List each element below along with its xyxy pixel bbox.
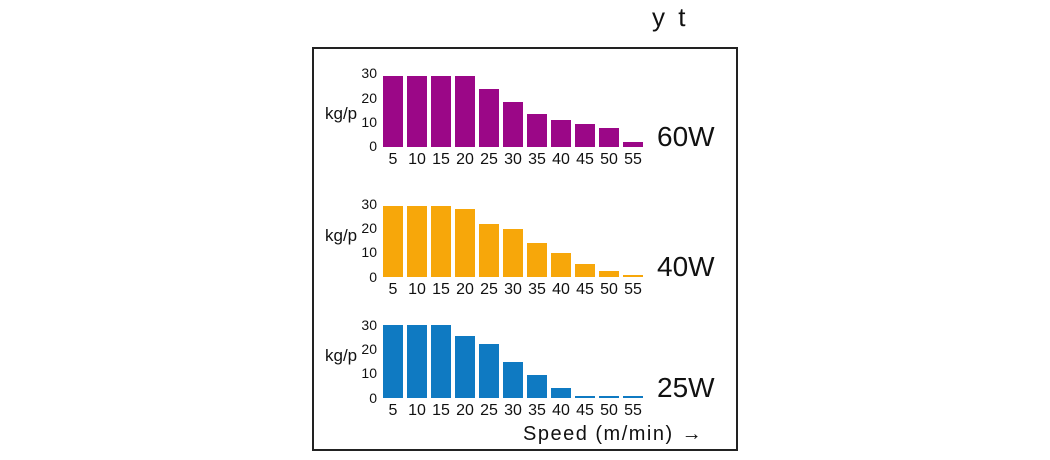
x-axis-tick-label: 50: [600, 150, 618, 168]
x-axis-tick-label: 20: [456, 150, 474, 168]
y-axis-tick-label: 20: [361, 341, 377, 358]
x-axis-tick-label: 35: [528, 281, 546, 298]
bar-25W-40: [551, 388, 571, 398]
x-axis-tick-label: 25: [480, 281, 498, 298]
bar-40W-25: [479, 224, 499, 277]
x-axis-tick-label: 45: [576, 402, 594, 419]
bar-60W-30: [503, 101, 523, 147]
bar-40W-35: [527, 243, 547, 277]
y-axis-tick-label: 30: [361, 65, 377, 82]
bar-60W-45: [575, 123, 595, 147]
bar-60W-5: [383, 75, 403, 147]
x-axis-tick-label: 30: [504, 281, 522, 298]
x-axis-tick-label: 5: [388, 150, 398, 168]
x-axis-tick-label: 40: [552, 281, 570, 298]
x-axis-tick-label: 45: [576, 281, 594, 298]
x-axis-tick-label: 45: [576, 150, 594, 168]
y-axis-tick-label: 0: [369, 389, 377, 406]
bar-60W-35: [527, 113, 547, 147]
chart-frame: [312, 47, 738, 451]
x-axis-tick-label: 35: [528, 402, 546, 419]
bar-60W-55: [623, 141, 643, 147]
bar-40W-5: [383, 206, 403, 277]
y-axis-tick-label: 20: [361, 220, 377, 237]
y-axis-title: kg/p: [325, 346, 358, 365]
x-axis-tick-label: 35: [528, 150, 546, 168]
x-axis-title: Speed (m/min) →: [523, 424, 702, 444]
bar-25W-55: [623, 396, 643, 398]
x-axis-tick-label: 55: [624, 150, 642, 168]
bar-40W-55: [623, 275, 643, 277]
y-axis-tick-label: 10: [361, 113, 377, 130]
series-label-60W: 60W: [657, 120, 715, 152]
bar-60W-20: [455, 75, 475, 147]
x-axis-tick-label: 5: [388, 402, 398, 419]
x-axis-tick-label: 15: [432, 150, 450, 168]
x-axis-tick-label: 15: [432, 402, 450, 419]
bar-40W-15: [431, 206, 451, 277]
x-axis-tick-label: 5: [388, 281, 398, 298]
bar-40W-30: [503, 229, 523, 277]
bar-60W-25: [479, 88, 499, 147]
bar-25W-30: [503, 362, 523, 398]
x-axis-tick-label: 40: [552, 402, 570, 419]
x-axis-tick-label: 55: [624, 281, 642, 298]
bar-60W-50: [599, 127, 619, 147]
x-axis-tick-label: 10: [408, 402, 426, 419]
x-axis-tick-label: 25: [480, 402, 498, 419]
x-axis-title-text: Speed (m/min): [523, 423, 674, 445]
bar-25W-50: [599, 396, 619, 398]
y-axis-tick-label: 20: [361, 89, 377, 106]
bar-25W-45: [575, 396, 595, 398]
bar-60W-15: [431, 75, 451, 147]
bar-40W-10: [407, 206, 427, 277]
x-axis-tick-label: 50: [600, 281, 618, 298]
x-axis-tick-label: 55: [624, 402, 642, 419]
bar-40W-50: [599, 271, 619, 277]
x-axis-tick-label: 10: [408, 150, 426, 168]
bar-25W-20: [455, 336, 475, 398]
series-label-25W: 25W: [657, 372, 715, 403]
bar-25W-10: [407, 325, 427, 398]
x-axis-tick-label: 30: [504, 150, 522, 168]
bar-25W-15: [431, 325, 451, 398]
y-axis-tick-label: 10: [361, 244, 377, 261]
y-axis-tick-label: 30: [361, 195, 377, 212]
series-label-40W: 40W: [657, 251, 715, 282]
x-axis-tick-label: 30: [504, 402, 522, 419]
y-axis-tick-label: 0: [369, 268, 377, 285]
x-axis-tick-label: 20: [456, 402, 474, 419]
x-axis-tick-label: 50: [600, 402, 618, 419]
figure-title: y t: [652, 2, 689, 32]
x-axis-tick-label: 40: [552, 150, 570, 168]
bar-40W-45: [575, 264, 595, 277]
y-axis-title: kg/p: [325, 103, 358, 123]
bar-25W-5: [383, 325, 403, 398]
x-axis-tick-label: 15: [432, 281, 450, 298]
bar-40W-40: [551, 253, 571, 277]
x-axis-tick-label: 20: [456, 281, 474, 298]
right-arrow-icon: →: [681, 423, 702, 445]
bar-60W-40: [551, 119, 571, 147]
y-axis-tick-label: 30: [361, 316, 377, 333]
bar-40W-20: [455, 209, 475, 277]
bar-25W-35: [527, 375, 547, 398]
y-axis-title: kg/p: [325, 226, 358, 245]
bar-60W-10: [407, 75, 427, 147]
x-axis-tick-label: 10: [408, 281, 426, 298]
y-axis-tick-label: 0: [369, 138, 377, 154]
bar-25W-25: [479, 344, 499, 398]
x-axis-tick-label: 25: [480, 150, 498, 168]
y-axis-tick-label: 10: [361, 365, 377, 382]
